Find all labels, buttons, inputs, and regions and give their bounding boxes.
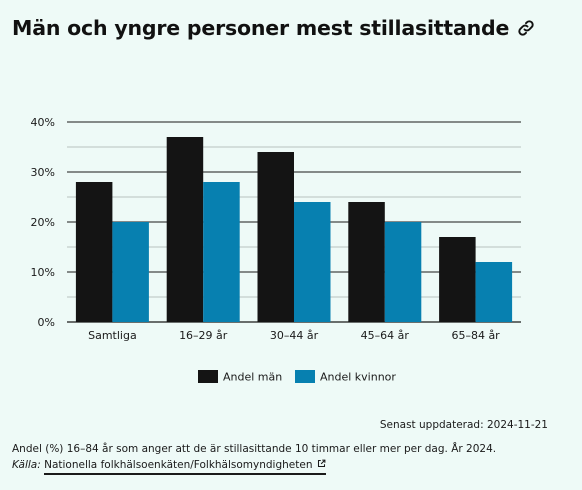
bar-women: [203, 182, 240, 322]
external-link-icon: [317, 459, 325, 468]
legend-label: Andel män: [223, 371, 282, 384]
chart-title: Män och yngre personer mest stillasittan…: [12, 16, 535, 40]
x-tick-label: Samtliga: [88, 329, 137, 342]
y-tick-label: 40%: [31, 116, 55, 129]
link-icon[interactable]: [517, 19, 535, 37]
chart-title-text: Män och yngre personer mest stillasittan…: [12, 16, 510, 40]
bar-women: [112, 222, 149, 322]
legend-swatch: [295, 370, 315, 383]
bar-women: [475, 262, 513, 322]
y-tick-label: 20%: [31, 216, 55, 229]
bar-men: [348, 202, 385, 322]
source-label: Källa:: [12, 459, 41, 471]
source-link-text: Nationella folkhälsoenkäten/Folkhälsomyn…: [44, 459, 313, 471]
bar-women: [294, 202, 331, 322]
bar-chart: 0% 10% 20% 30% 40% Samtliga 16–29 år 30–44 år 45…: [31, 116, 521, 384]
bar-men: [166, 137, 204, 322]
y-tick-label: 0%: [38, 316, 55, 329]
x-tick-label: 30–44 år: [270, 329, 319, 342]
y-tick-label: 10%: [31, 266, 55, 279]
bar-women: [384, 222, 422, 322]
legend-label: Andel kvinnor: [320, 371, 396, 384]
x-tick-label: 45–64 år: [361, 329, 410, 342]
footnote: Andel (%) 16–84 år som anger att de är s…: [12, 443, 497, 455]
last-updated: Senast uppdaterad: 2024-11-21: [379, 419, 548, 431]
source-link[interactable]: Nationella folkhälsoenkäten/Folkhälsomyn…: [44, 459, 326, 475]
bar-men: [257, 152, 294, 322]
x-tick-label: 16–29 år: [179, 329, 228, 342]
bar-men: [75, 182, 113, 322]
legend-swatch: [198, 370, 218, 383]
y-tick-label: 30%: [31, 166, 55, 179]
x-tick-label: 65–84 år: [451, 329, 500, 342]
source-line: Källa: Nationella folkhälsoenkäten/Folkh…: [12, 459, 326, 475]
bar-men: [439, 237, 476, 322]
